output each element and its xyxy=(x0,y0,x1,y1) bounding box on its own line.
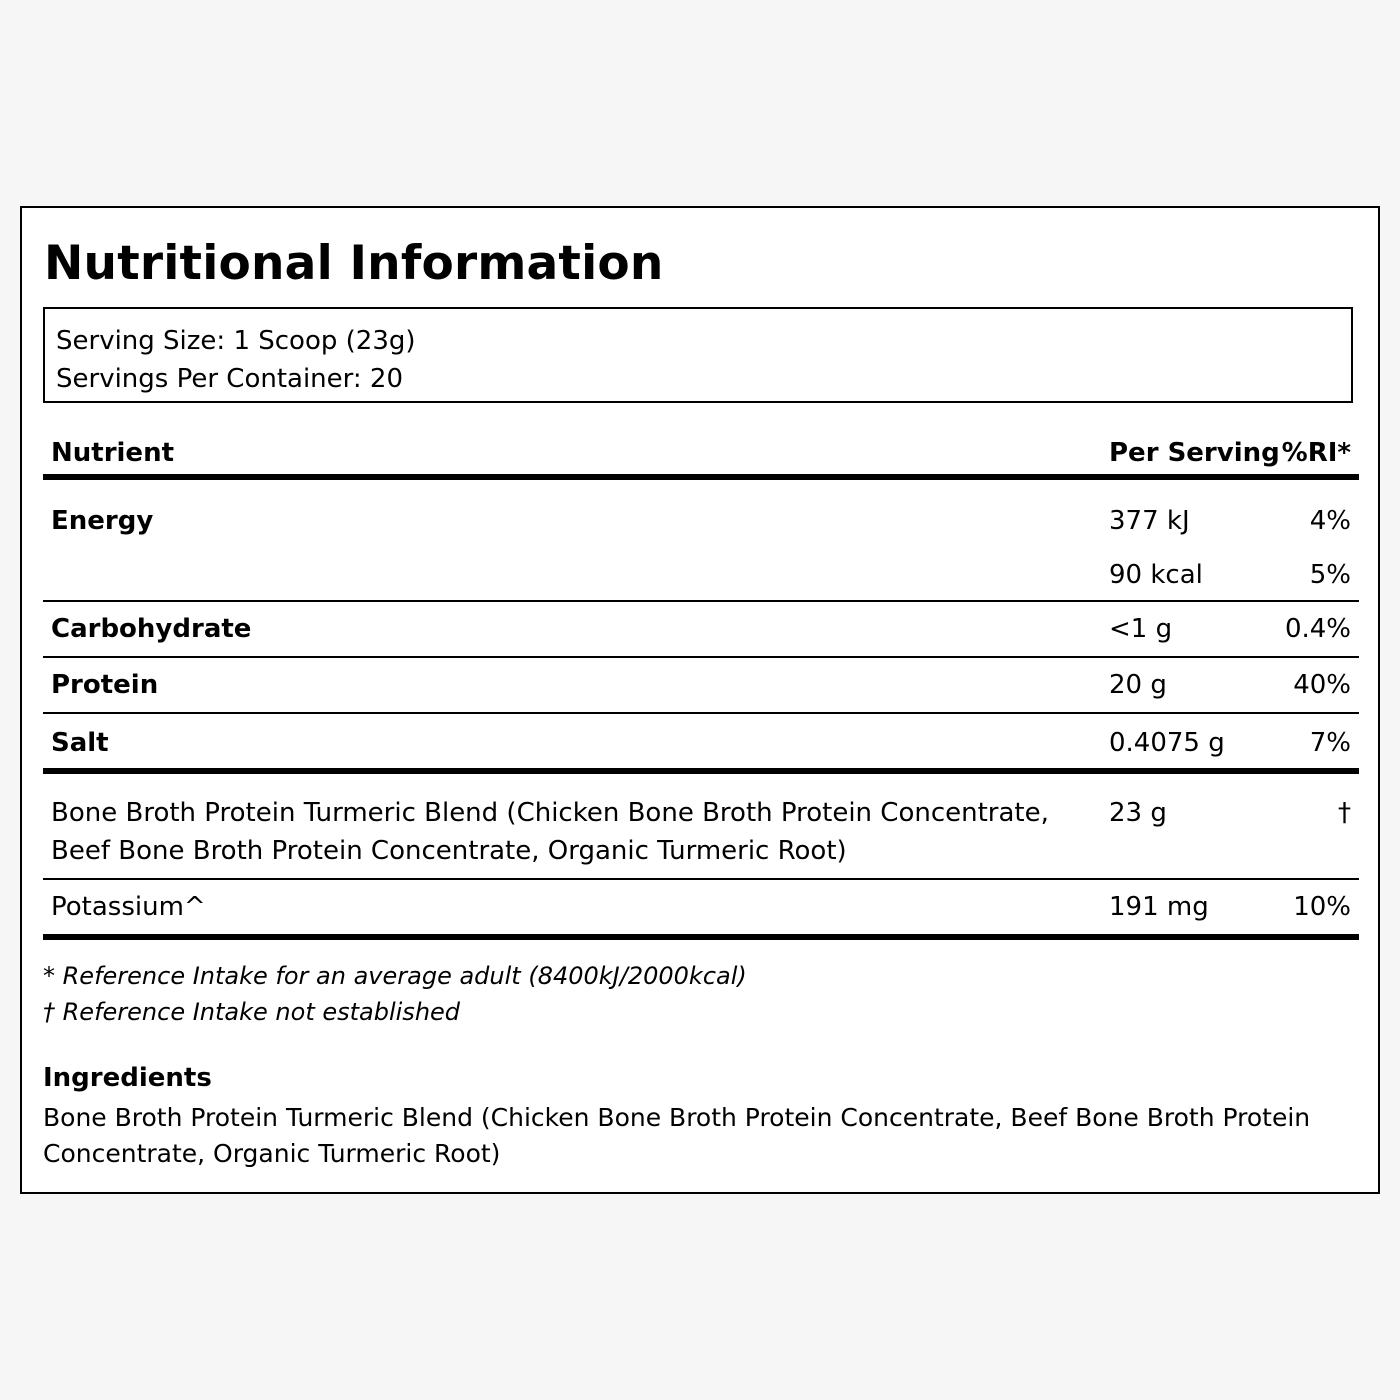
carbohydrate-value: <1 g xyxy=(1109,614,1173,644)
energy-kj-value: 377 kJ xyxy=(1109,506,1190,536)
blend-label: Bone Broth Protein Turmeric Blend (Chick… xyxy=(51,798,1049,866)
protein-ri: 40% xyxy=(1293,670,1351,700)
protein-value: 20 g xyxy=(1109,670,1167,700)
serving-info-box: Serving Size: 1 Scoop (23g) Servings Per… xyxy=(43,307,1353,403)
serving-size: Serving Size: 1 Scoop (23g) xyxy=(56,326,416,356)
carbohydrate-label: Carbohydrate xyxy=(51,614,252,644)
nutrition-table: Nutrient Per Serving %RI* Energy 377 kJ … xyxy=(43,430,1359,940)
servings-per-container: Servings Per Container: 20 xyxy=(56,364,404,394)
blend-ri: † xyxy=(1338,798,1351,828)
energy-kcal-ri: 5% xyxy=(1309,560,1351,590)
footnotes: * Reference Intake for an average adult … xyxy=(43,958,747,1030)
page-title: Nutritional Information xyxy=(44,236,664,291)
table-row-salt: Salt 0.4075 g 7% xyxy=(43,714,1359,774)
blend-value: 23 g xyxy=(1109,798,1167,828)
ingredients-text: Bone Broth Protein Turmeric Blend (Chick… xyxy=(43,1103,1311,1168)
table-row-carbohydrate: Carbohydrate <1 g 0.4% xyxy=(43,602,1359,658)
protein-label: Protein xyxy=(51,670,159,700)
table-header-row: Nutrient Per Serving %RI* xyxy=(43,430,1359,480)
salt-value: 0.4075 g xyxy=(1109,728,1225,758)
header-ri: %RI* xyxy=(1281,438,1351,468)
table-row-blend: Bone Broth Protein Turmeric Blend (Chick… xyxy=(43,774,1359,880)
energy-label: Energy xyxy=(51,506,154,536)
potassium-ri: 10% xyxy=(1293,892,1351,922)
ingredients-title: Ingredients xyxy=(43,1063,212,1093)
footnote-ri: * Reference Intake for an average adult … xyxy=(43,962,747,990)
table-row-potassium: Potassium^ 191 mg 10% xyxy=(43,880,1359,940)
header-per-serving: Per Serving xyxy=(1109,438,1280,468)
nutrition-panel: Nutritional Information Serving Size: 1 … xyxy=(20,206,1380,1194)
potassium-label: Potassium^ xyxy=(51,892,206,922)
footnote-dagger: † Reference Intake not established xyxy=(43,998,461,1026)
salt-ri: 7% xyxy=(1309,728,1351,758)
table-row-energy: Energy 377 kJ 4% 90 kcal 5% xyxy=(43,480,1359,602)
salt-label: Salt xyxy=(51,728,109,758)
header-nutrient: Nutrient xyxy=(51,438,175,468)
potassium-value: 191 mg xyxy=(1109,892,1209,922)
energy-kcal-value: 90 kcal xyxy=(1109,560,1203,590)
carbohydrate-ri: 0.4% xyxy=(1284,614,1351,644)
table-row-protein: Protein 20 g 40% xyxy=(43,658,1359,714)
energy-kj-ri: 4% xyxy=(1309,506,1351,536)
